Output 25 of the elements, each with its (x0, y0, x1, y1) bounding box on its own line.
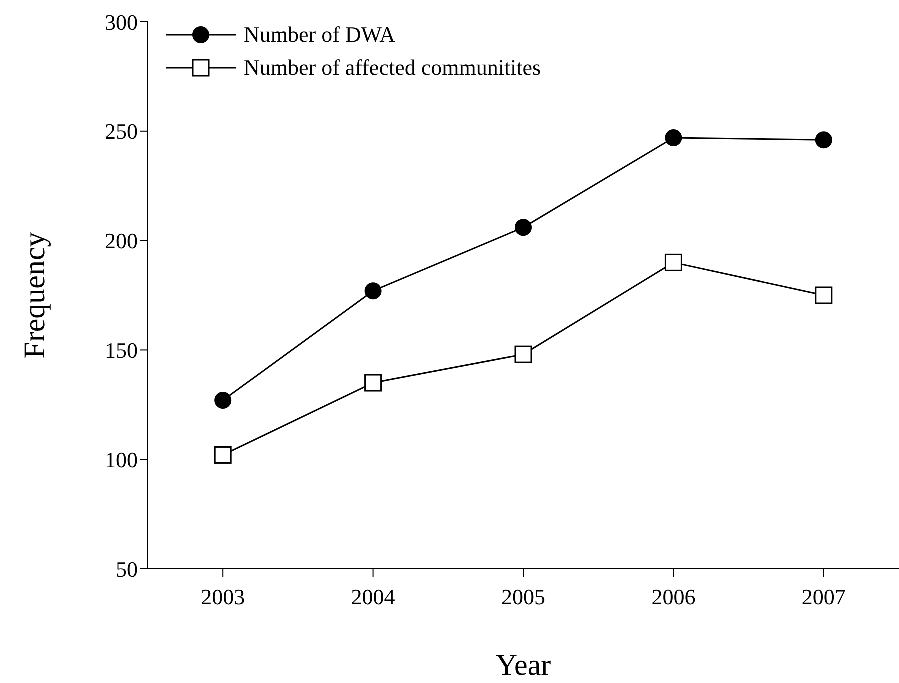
y-tick-label: 50 (116, 556, 138, 582)
y-axis-title: Frequency (18, 232, 52, 359)
x-tick-label: 2003 (201, 584, 246, 610)
point (815, 132, 832, 149)
point (664, 254, 682, 272)
x-tick-label: 2007 (802, 584, 846, 610)
y-tick-label: 250 (105, 119, 138, 144)
point (815, 286, 833, 304)
point (665, 129, 682, 146)
legend-label: Number of DWA (244, 22, 396, 48)
x-tick-label: 2005 (502, 584, 546, 610)
legend-label: Number of affected communitites (244, 54, 542, 80)
point (364, 282, 382, 300)
y-tick-label: 150 (105, 338, 138, 364)
point (214, 446, 232, 464)
x-tick-label: 2004 (351, 584, 396, 610)
x-tick-label: 2006 (652, 584, 696, 610)
x-axis-title: Year (496, 649, 552, 682)
point (214, 392, 232, 410)
point (515, 219, 532, 236)
y-tick-label: 300 (105, 10, 138, 35)
y-tick-label: 100 (105, 447, 138, 472)
point (364, 374, 382, 392)
y-tick-label: 200 (105, 228, 138, 254)
point (514, 346, 532, 364)
